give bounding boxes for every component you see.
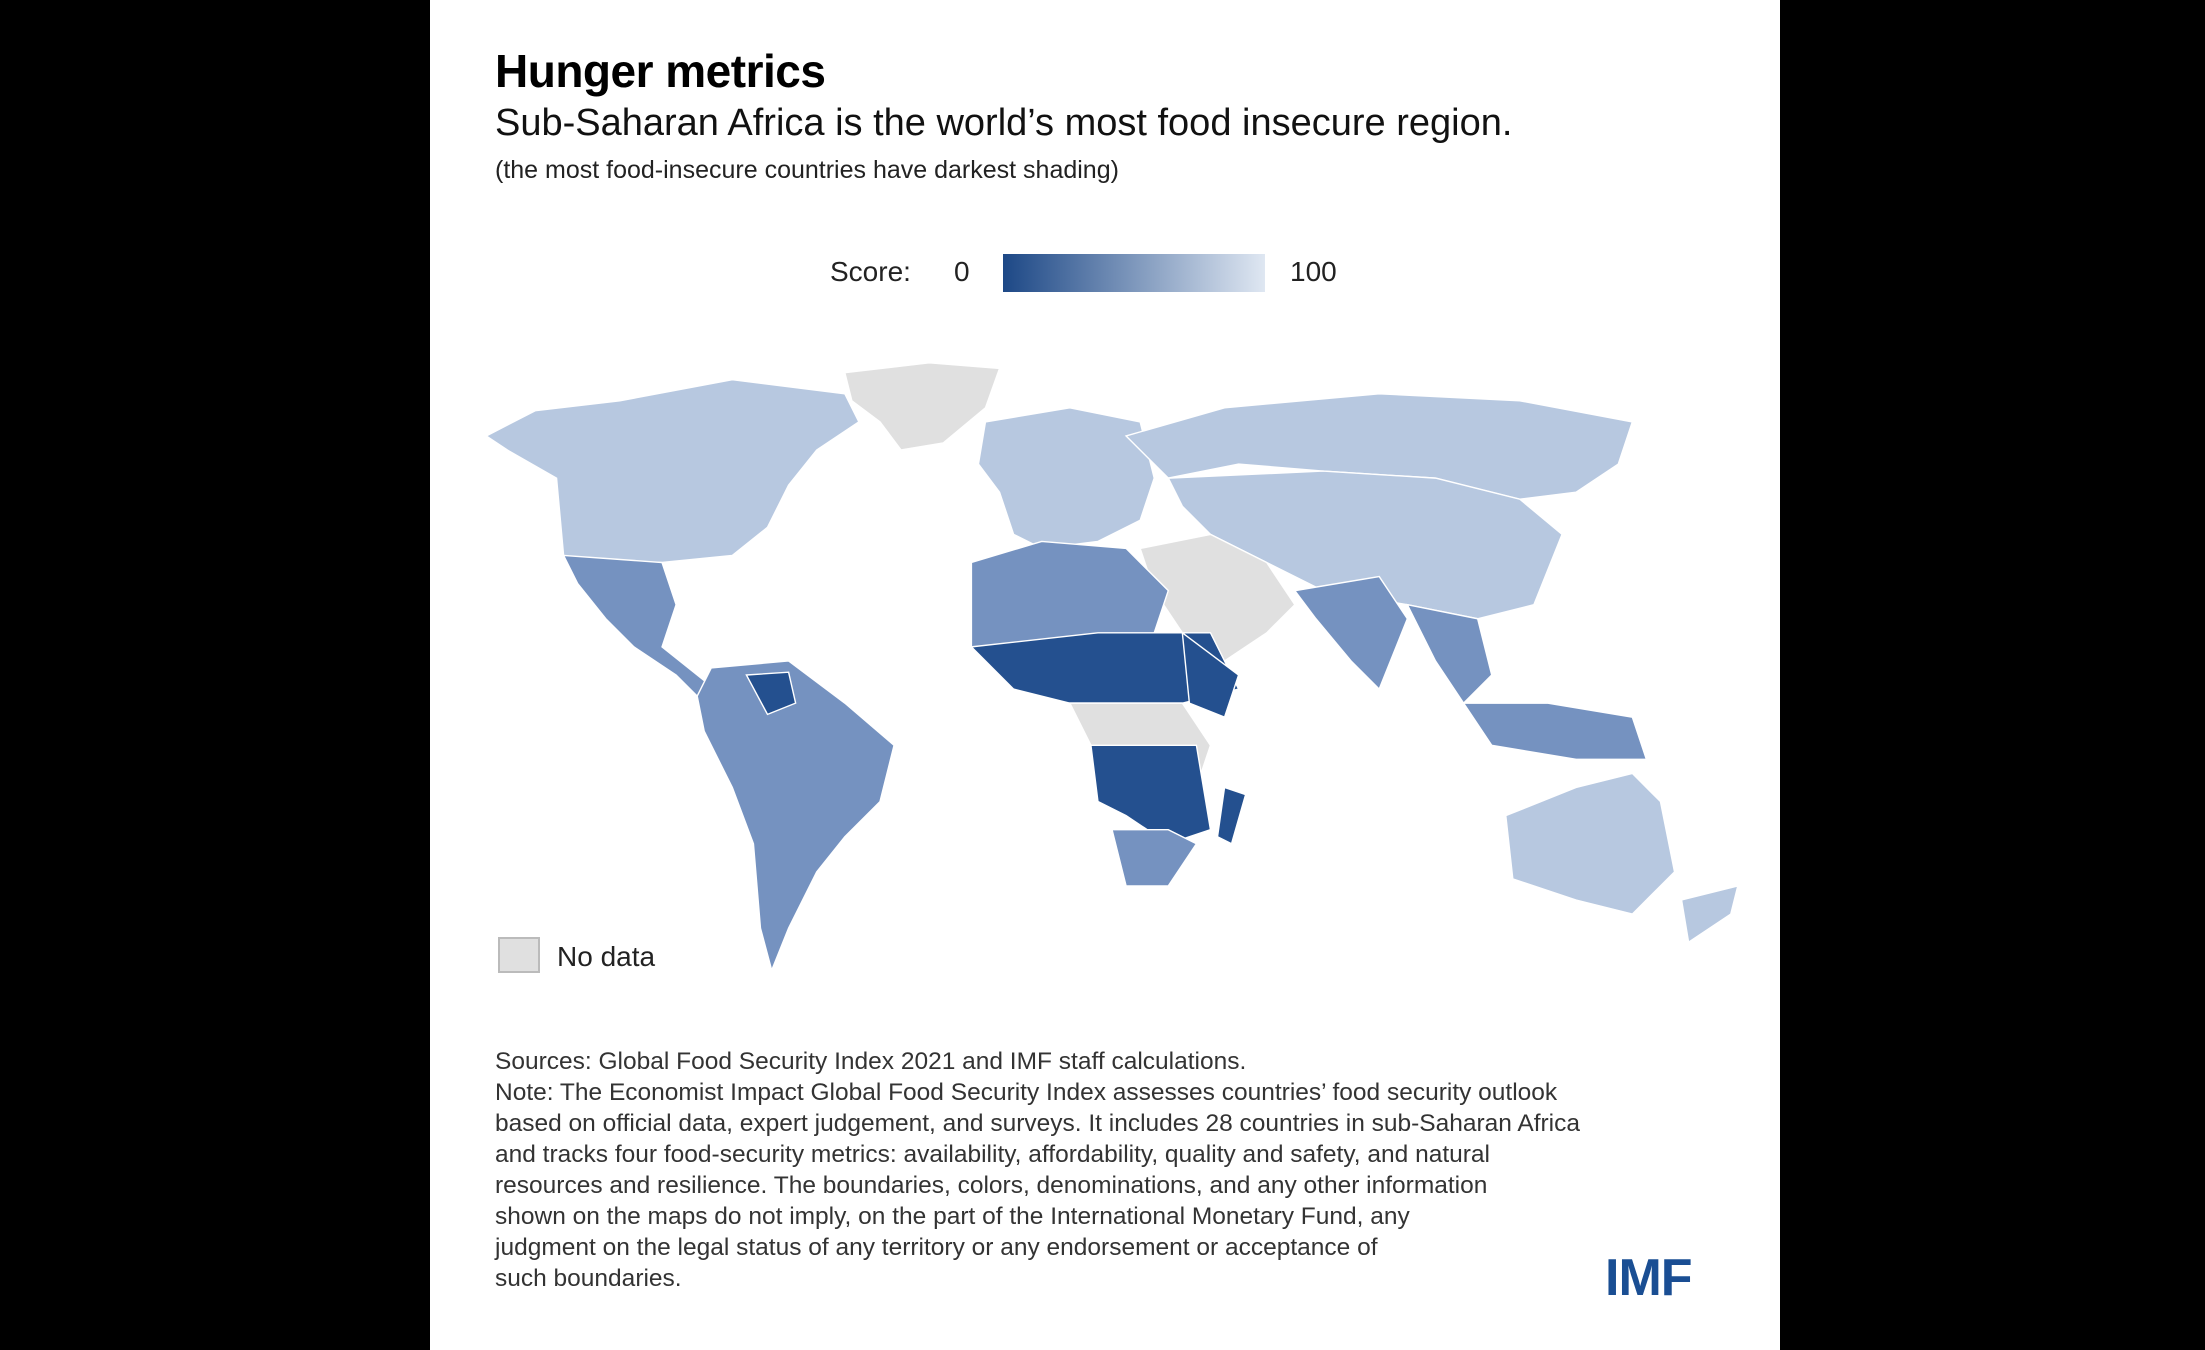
world-map: [484, 362, 1739, 973]
footer-line: based on official data, expert judgement…: [495, 1110, 1580, 1137]
footer-line: and tracks four food-security metrics: a…: [495, 1141, 1491, 1168]
chart-title: Hunger metrics: [495, 45, 826, 97]
region-madagascar: [1216, 786, 1247, 845]
region-new-zealand: [1680, 884, 1739, 944]
footer-notes: Sources: Global Food Security Index 2021…: [495, 1046, 1580, 1294]
nodata-label: No data: [557, 941, 656, 972]
region-north-america: [484, 378, 860, 564]
region-south-asia: [1293, 575, 1409, 691]
nodata-swatch: [498, 937, 540, 973]
region-venezuela: [745, 671, 797, 716]
region-europe: [977, 407, 1155, 550]
imf-logo: IMF: [1605, 1249, 1693, 1307]
footer-line: such boundaries.: [495, 1265, 682, 1292]
shading-note: (the most food-insecure countries have d…: [495, 156, 1119, 184]
legend-label: Score:: [830, 256, 911, 287]
footer-line: judgment on the legal status of any terr…: [495, 1234, 1378, 1261]
region-southern-africa: [1111, 828, 1198, 887]
footer-line: Note: The Economist Impact Global Food S…: [495, 1079, 1558, 1106]
region-indonesia: [1462, 702, 1648, 761]
footer-line: Sources: Global Food Security Index 2021…: [495, 1048, 1247, 1075]
chart-panel: Hunger metrics Sub-Saharan Africa is the…: [430, 0, 1780, 1350]
legend-gradient-bar: [1003, 254, 1265, 292]
region-greenland: [843, 362, 1001, 451]
legend-max: 100: [1290, 256, 1337, 287]
region-southeast-asia: [1406, 603, 1493, 705]
region-south-america: [696, 660, 895, 973]
region-australia: [1505, 772, 1676, 915]
footer-line: shown on the maps do not imply, on the p…: [495, 1203, 1410, 1230]
chart-subtitle: Sub-Saharan Africa is the world’s most f…: [495, 102, 1513, 144]
region-horn-of-africa: [1181, 631, 1240, 719]
footer-line: resources and resilience. The boundaries…: [495, 1172, 1488, 1199]
legend-min: 0: [954, 256, 970, 287]
region-russia: [1124, 393, 1634, 500]
